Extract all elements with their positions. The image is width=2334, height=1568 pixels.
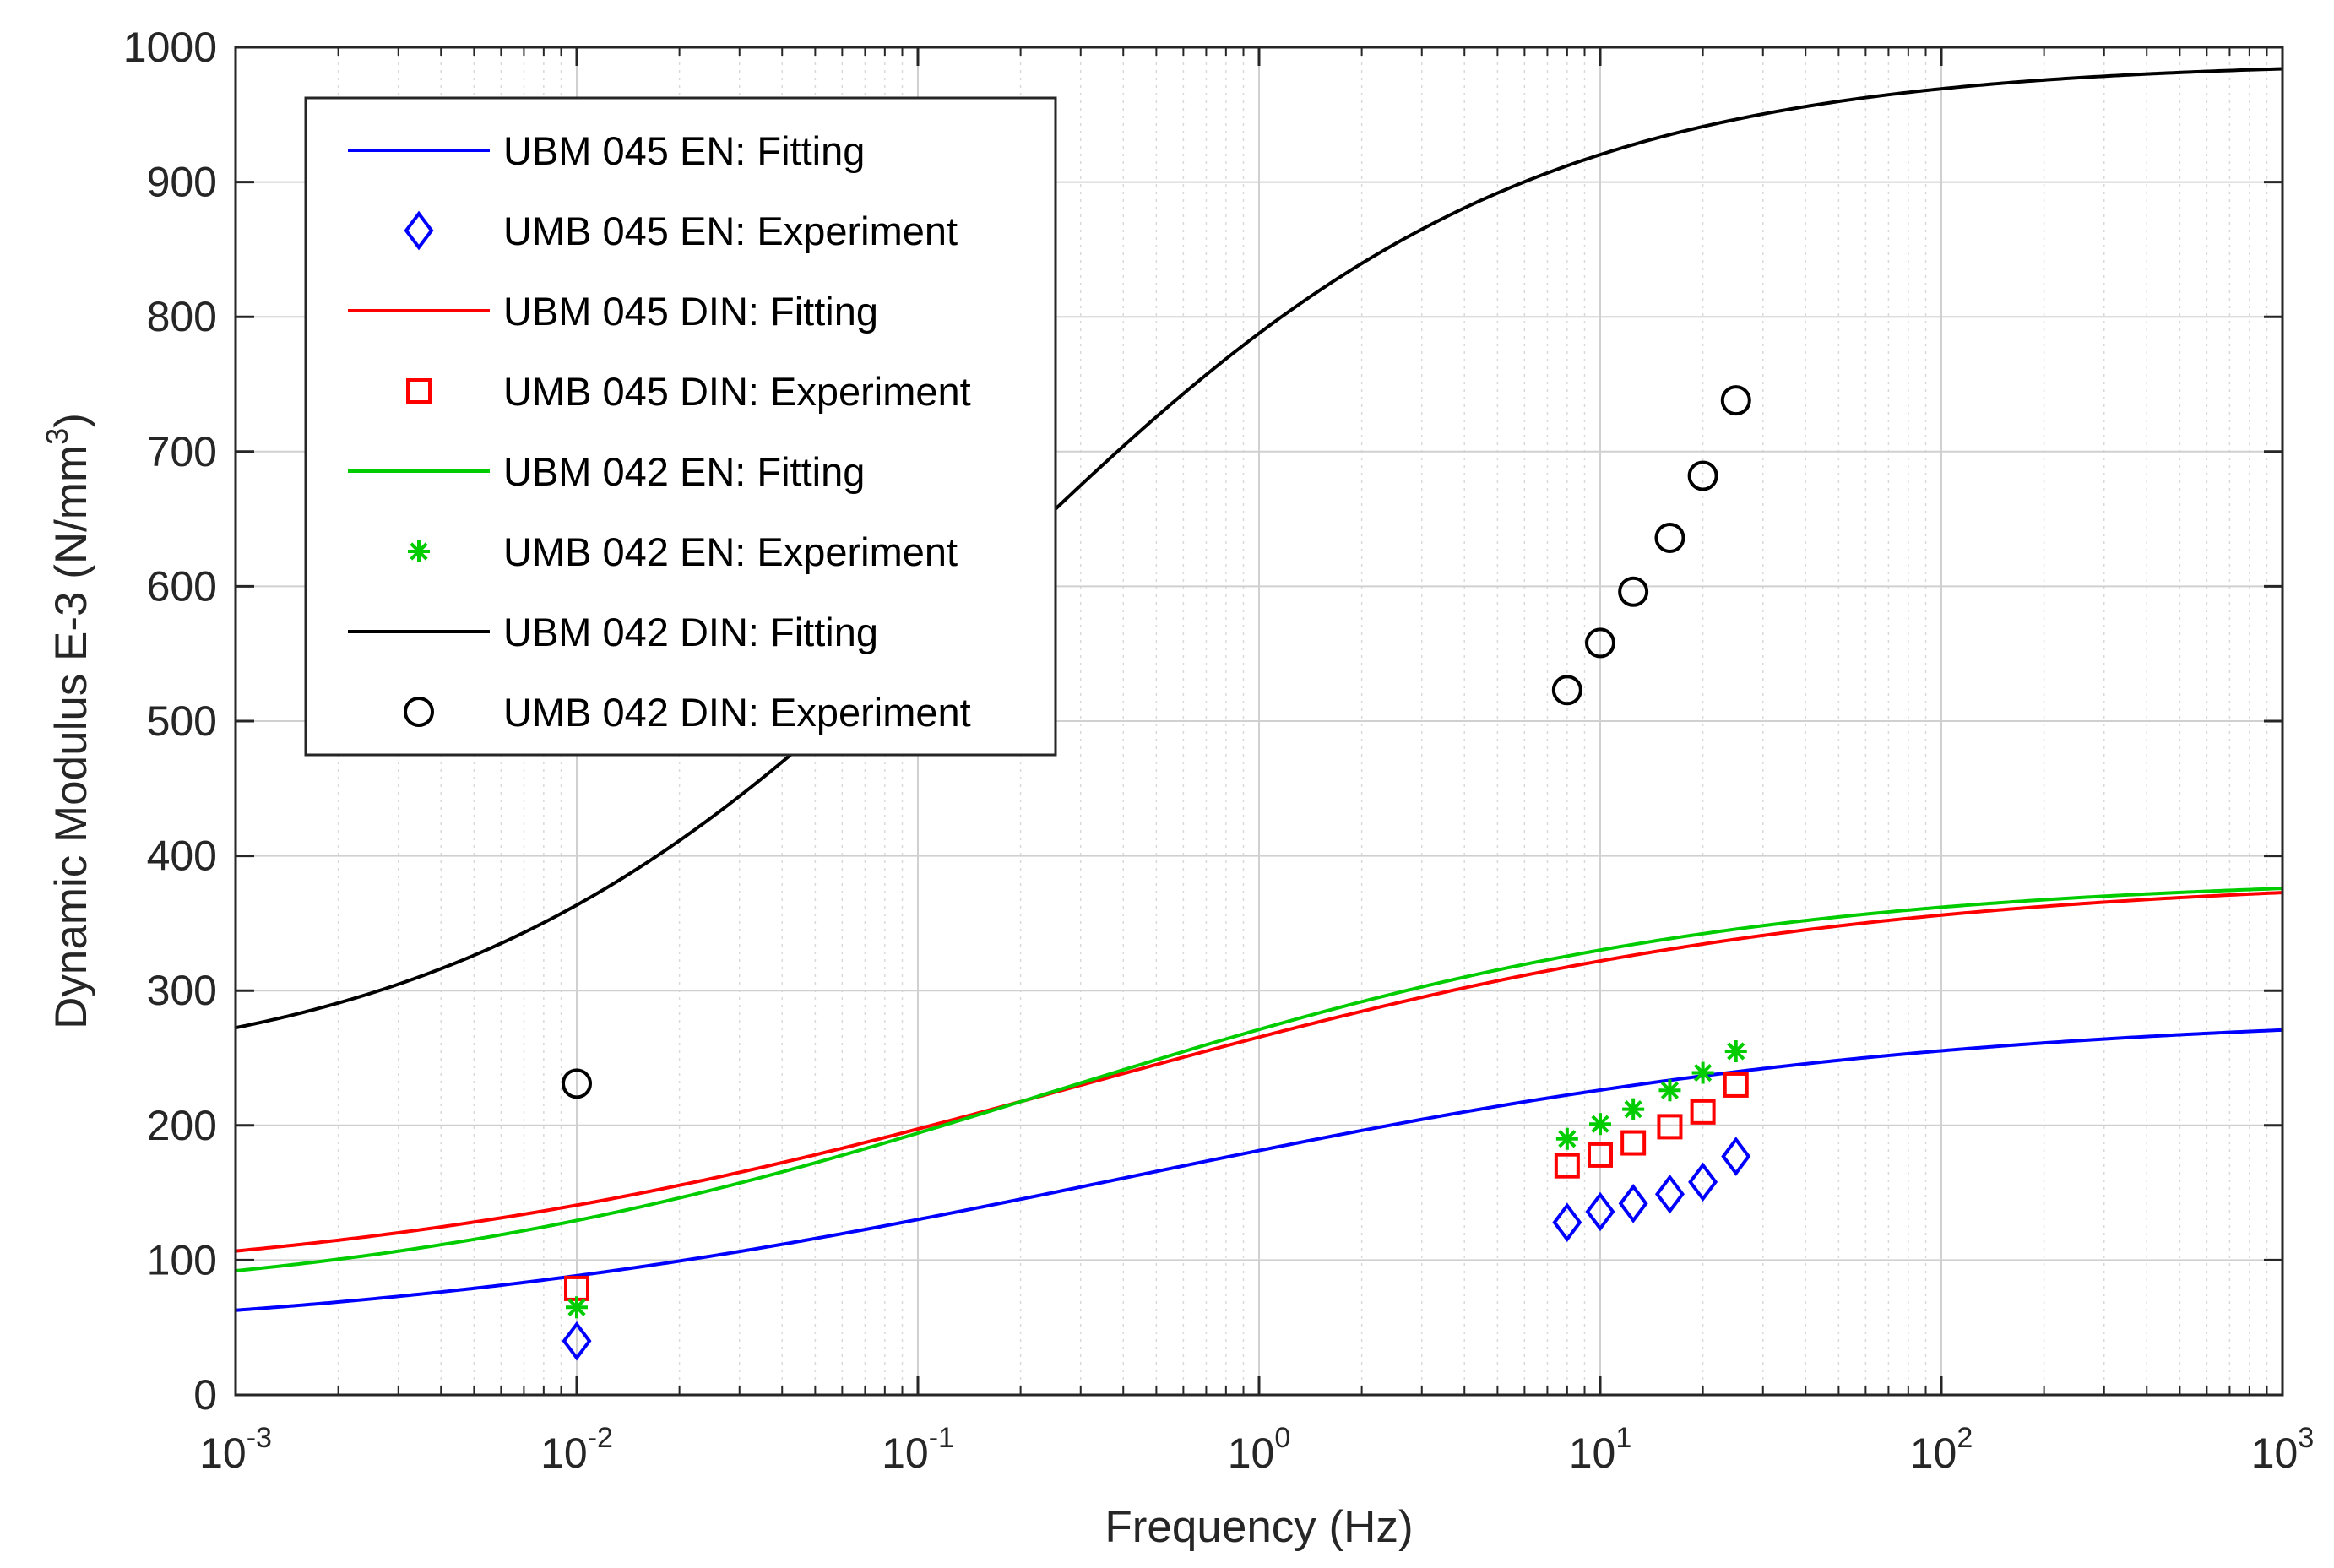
data-point-square (1554, 1153, 1580, 1179)
y-tick-label: 800 (147, 293, 217, 340)
legend-label: UMB 042 DIN: Experiment (503, 690, 971, 735)
y-tick-label: 500 (147, 697, 217, 745)
series-line-6 (235, 67, 2283, 1030)
legend-label: UMB 045 DIN: Experiment (503, 369, 971, 414)
data-point-square (1588, 1142, 1613, 1168)
data-point-asterisk (566, 1296, 588, 1319)
data-point-asterisk (1589, 1113, 1611, 1136)
y-tick-label: 400 (147, 833, 217, 880)
data-point-asterisk (1622, 1098, 1645, 1120)
legend-marker-swatch (404, 697, 434, 727)
x-tick-label: 10-1 (882, 1422, 954, 1477)
data-point-asterisk (1555, 1127, 1578, 1150)
data-point-asterisk (1658, 1079, 1681, 1102)
x-axis-label: Frequency (Hz) (1105, 1502, 1413, 1552)
data-point-diamond (1721, 1137, 1751, 1176)
data-point-diamond (1688, 1162, 1718, 1202)
data-point-diamond (562, 1321, 592, 1361)
legend-label: UMB 045 EN: Experiment (503, 209, 958, 253)
data-point-circle (1618, 576, 1649, 607)
legend-label: UMB 042 EN: Experiment (503, 529, 958, 574)
data-point-circle (562, 1068, 592, 1099)
data-point-square (1690, 1099, 1716, 1125)
y-tick-label: 0 (193, 1371, 217, 1419)
x-tick-label: 102 (1910, 1422, 1973, 1477)
data-point-diamond (1654, 1174, 1685, 1214)
data-point-circle (1585, 627, 1615, 659)
x-tick-label: 10-2 (540, 1422, 613, 1477)
series-line-0 (235, 1028, 2283, 1312)
data-point-circle (1720, 385, 1751, 416)
series-lines (235, 67, 2283, 1312)
x-tick-label: 103 (2251, 1422, 2315, 1477)
data-point-diamond (1552, 1202, 1582, 1243)
x-tick-label: 101 (1569, 1422, 1632, 1477)
legend-label: UBM 045 EN: Fitting (503, 128, 865, 173)
legend-label: UBM 045 DIN: Fitting (503, 289, 878, 334)
series-line-4 (235, 887, 2283, 1272)
data-point-asterisk (1724, 1040, 1747, 1063)
legend-marker-swatch (408, 540, 430, 562)
y-tick-label: 300 (147, 967, 217, 1014)
data-point-diamond (1585, 1191, 1615, 1232)
y-tick-label: 100 (147, 1236, 217, 1283)
legend-box (304, 96, 1057, 757)
legend-marker-swatch (406, 378, 432, 404)
y-tick-labels: 0 100 200 300 400 500 600 700 800 900 1000 (123, 24, 217, 1419)
y-tick-label: 1000 (123, 24, 217, 71)
data-point-diamond (1618, 1184, 1648, 1223)
data-point-circle (1654, 522, 1685, 553)
data-point-asterisk (1691, 1061, 1714, 1084)
data-point-circle (1687, 460, 1718, 491)
legend-label: UBM 042 DIN: Fitting (503, 610, 878, 654)
data-point-square (1657, 1114, 1683, 1140)
legend: UBM 045 EN: Fitting UMB 045 EN: Experimen… (304, 96, 1057, 757)
x-tick-label: 10-3 (199, 1422, 272, 1477)
y-tick-label: 900 (147, 159, 217, 206)
y-axis-label: Dynamic Modulus E-3 (N/mm3) (40, 413, 96, 1029)
x-tick-labels: 10-3 10-2 10-1 100 101 102 103 (199, 1422, 2314, 1477)
legend-label: UBM 042 EN: Fitting (503, 449, 865, 494)
series-line-2 (235, 891, 2283, 1253)
data-point-square (1723, 1072, 1749, 1098)
x-tick-label: 100 (1228, 1422, 1291, 1477)
data-point-circle (1551, 675, 1582, 706)
y-tick-label: 200 (147, 1102, 217, 1149)
legend-marker-swatch (404, 210, 434, 251)
data-point-square (1620, 1130, 1647, 1156)
series-markers (562, 385, 1751, 1361)
y-tick-label: 600 (147, 562, 217, 610)
y-tick-label: 700 (147, 428, 217, 475)
axis-ticks (234, 46, 2284, 1397)
